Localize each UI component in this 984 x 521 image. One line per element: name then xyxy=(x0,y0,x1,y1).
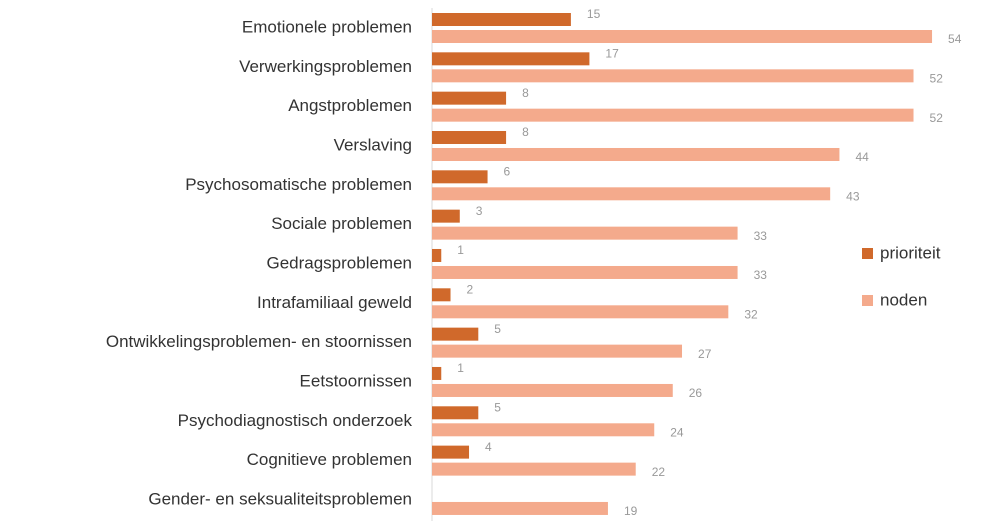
value-label: 22 xyxy=(652,465,666,479)
value-label: 15 xyxy=(587,7,601,21)
value-label: 1 xyxy=(457,361,464,375)
bar xyxy=(432,265,738,279)
category-label: Eetstoornissen xyxy=(300,371,412,390)
bar xyxy=(432,52,590,66)
value-label: 33 xyxy=(754,229,768,243)
bar xyxy=(432,327,479,341)
bar xyxy=(432,445,470,459)
value-label: 19 xyxy=(624,504,638,518)
value-label: 33 xyxy=(754,268,768,282)
bar xyxy=(432,248,442,262)
value-label: 52 xyxy=(930,72,944,86)
value-label: 17 xyxy=(605,47,619,61)
category-label: Angstproblemen xyxy=(288,96,412,115)
bar xyxy=(432,305,729,319)
bar xyxy=(432,187,831,201)
value-label: 5 xyxy=(494,400,501,414)
bar xyxy=(432,108,914,122)
category-label: Ontwikkelingsproblemen- en stoornissen xyxy=(106,332,412,351)
bar xyxy=(432,226,738,240)
value-label: 8 xyxy=(522,125,529,139)
value-label: 5 xyxy=(494,322,501,336)
category-label: Intrafamiliaal geweld xyxy=(257,293,412,312)
legend-label: prioriteit xyxy=(880,243,941,262)
value-label: 54 xyxy=(948,32,962,46)
bar xyxy=(432,170,488,184)
category-label: Gedragsproblemen xyxy=(266,253,412,272)
bar xyxy=(432,69,914,83)
category-label: Psychosomatische problemen xyxy=(185,175,412,194)
value-label: 4 xyxy=(485,440,492,454)
category-label: Emotionele problemen xyxy=(242,17,412,36)
value-label: 1 xyxy=(457,243,464,257)
category-label: Psychodiagnostisch onderzoek xyxy=(178,411,413,430)
value-label: 43 xyxy=(846,189,860,203)
category-label: Gender- en seksualiteitsproblemen xyxy=(148,489,412,508)
bar xyxy=(432,91,507,105)
value-label: 2 xyxy=(467,282,474,296)
category-label: Cognitieve problemen xyxy=(247,450,412,469)
value-label: 8 xyxy=(522,86,529,100)
value-label: 6 xyxy=(504,164,511,178)
bar xyxy=(432,209,460,223)
category-label: Verwerkingsproblemen xyxy=(239,57,412,76)
bar xyxy=(432,147,840,161)
bar xyxy=(432,13,571,26)
bar xyxy=(432,383,673,397)
category-label: Sociale problemen xyxy=(271,214,412,233)
value-label: 27 xyxy=(698,347,712,361)
legend-swatch xyxy=(862,248,873,259)
category-label: Verslaving xyxy=(334,135,412,154)
bar xyxy=(432,288,451,302)
bar xyxy=(432,423,655,437)
legend-label: noden xyxy=(880,290,927,309)
bar xyxy=(432,501,608,515)
value-label: 32 xyxy=(744,307,758,321)
bar xyxy=(432,344,683,358)
value-label: 24 xyxy=(670,425,684,439)
legend-swatch xyxy=(862,295,873,306)
value-label: 3 xyxy=(476,204,483,218)
bar xyxy=(432,462,636,476)
value-label: 52 xyxy=(930,111,944,125)
bar xyxy=(432,30,933,43)
bar xyxy=(432,366,442,380)
value-label: 26 xyxy=(689,386,703,400)
bar xyxy=(432,406,479,420)
value-label: 44 xyxy=(855,150,869,164)
bar xyxy=(432,130,507,144)
